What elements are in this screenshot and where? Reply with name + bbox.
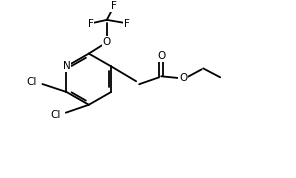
Text: O: O: [179, 73, 187, 83]
Text: F: F: [88, 19, 94, 29]
Text: Cl: Cl: [26, 77, 36, 87]
Text: N: N: [62, 61, 70, 71]
Text: F: F: [124, 19, 130, 29]
Text: F: F: [111, 1, 117, 11]
Text: O: O: [157, 51, 165, 61]
Text: Cl: Cl: [50, 110, 61, 120]
Text: O: O: [103, 37, 111, 47]
